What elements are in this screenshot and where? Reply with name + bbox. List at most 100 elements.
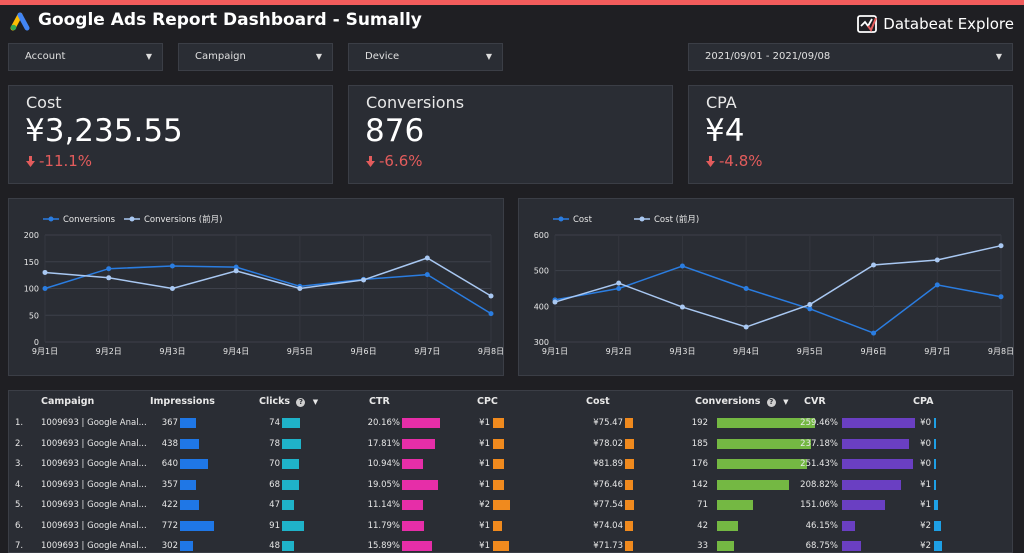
table-row[interactable]: 5. 1009693 | Google Anal... 422 47 11.14% ¥2 ¥… [9,495,1012,515]
clicks-bar [282,541,294,551]
campaign-filter[interactable]: Campaign ▼ [178,43,333,71]
legend-label: Conversions [63,215,116,225]
table-row[interactable]: 1. 1009693 | Google Anal... 367 74 20.16% ¥1 ¥… [9,413,1012,433]
conversions-bar [717,438,811,449]
table-row[interactable]: 2. 1009693 | Google Anal... 438 78 17.81% ¥1 ¥… [9,434,1012,454]
x-tick-label: 9月7日 [924,347,950,356]
cpc-value: ¥1 [479,479,490,490]
ctr-value: 20.16% [367,418,400,428]
column-header-clicks[interactable]: Clicks ? ▼ [259,396,318,407]
table-row[interactable]: 3. 1009693 | Google Anal... 640 70 10.94% ¥1 ¥… [9,454,1012,474]
column-header-cvr[interactable]: CVR [804,396,826,407]
column-header-conversions[interactable]: Conversions ? ▼ [695,396,788,407]
account-filter[interactable]: Account ▼ [8,43,163,71]
column-header-ctr[interactable]: CTR [369,396,390,407]
date-range-value: 2021/09/01 - 2021/09/08 [705,51,831,62]
legend-marker [48,216,54,222]
clicks-bar [282,438,301,449]
cpc-bar [493,541,509,551]
cpa-bar [934,418,936,428]
series-line [554,244,1002,328]
campaign-name[interactable]: 1009693 | Google Anal... [41,438,147,449]
column-header-cpa[interactable]: CPA [913,396,934,407]
legend-label: Cost (前月) [654,214,699,225]
kpi-card-conversions: Conversions 876 -6.6% [348,85,673,184]
column-header-impressions[interactable]: Impressions [150,396,215,407]
conversions-value: 142 [691,479,708,490]
ctr-bar [402,479,438,490]
cpa-value: ¥1 [920,500,931,510]
cvr-bar [842,520,855,531]
cost-value: ¥81.89 [593,459,623,469]
ctr-value: 15.89% [367,541,400,551]
table-row[interactable]: 7. 1009693 | Google Anal... 302 48 15.89% ¥1 ¥… [9,536,1012,552]
cost-value: ¥78.02 [593,438,623,449]
sort-down-icon[interactable]: ▼ [312,398,319,406]
y-tick-label: 600 [534,231,549,240]
data-point [106,275,112,281]
campaign-name[interactable]: 1009693 | Google Anal... [41,541,147,551]
row-rank: 5. [15,500,24,510]
impressions-bar [180,541,193,551]
date-range-picker[interactable]: 2021/09/01 - 2021/09/08 ▼ [688,43,1013,71]
y-tick-label: 200 [24,231,39,240]
sort-down-icon[interactable]: ▼ [783,398,789,406]
impressions-bar [180,438,199,449]
cost-value: ¥76.46 [593,479,623,490]
help-icon[interactable]: ? [296,398,306,407]
y-tick-label: 400 [534,302,549,311]
x-tick-label: 9月5日 [287,347,313,356]
campaign-name[interactable]: 1009693 | Google Anal... [41,418,147,428]
campaign-name[interactable]: 1009693 | Google Anal... [41,479,147,490]
cpa-value: ¥1 [920,479,931,490]
data-point [424,272,430,278]
campaign-name[interactable]: 1009693 | Google Anal... [41,500,147,510]
cost-bar [625,438,634,449]
impressions-bar [180,459,208,469]
cost-line-chart: Cost Cost (前月) 300 400 500 600 9月1日 9月2日 9月3日 9月4… [534,214,1014,356]
kpi-card-cpa: CPA ¥4 -4.8% [688,85,1013,184]
caret-down-icon: ▼ [995,52,1002,61]
table-row[interactable]: 6. 1009693 | Google Anal... 772 91 11.79% ¥1 ¥… [9,516,1012,536]
cpa-value: ¥2 [920,541,931,551]
kpi-delta-value: -11.1% [39,152,93,170]
device-filter[interactable]: Device ▼ [348,43,503,71]
data-point [488,293,494,299]
impressions-bar [180,418,196,428]
clicks-value: 48 [269,541,280,551]
cvr-value: 208.82% [800,479,838,490]
column-header-cpc[interactable]: CPC [477,396,498,407]
clicks-bar [282,520,304,531]
conversions-chart-panel: Conversions Conversions (前月) 0 50 100 150 200 9… [8,198,504,376]
x-tick-label: 9月2日 [96,347,122,356]
kpi-value: ¥4 [705,113,745,149]
conversions-bar [717,459,807,469]
cost-value: ¥74.04 [593,520,623,531]
caret-down-icon: ▼ [485,52,492,61]
column-header-campaign[interactable]: Campaign [41,396,95,407]
cvr-value: 251.43% [800,459,838,469]
impressions-value: 367 [161,418,178,428]
impressions-bar [180,520,214,531]
data-point [998,243,1004,249]
table-row[interactable]: 4. 1009693 | Google Anal... 357 68 19.05% ¥1 ¥… [9,475,1012,495]
impressions-value: 772 [161,520,178,531]
row-rank: 7. [15,541,24,551]
campaign-name[interactable]: 1009693 | Google Anal... [41,459,147,469]
cpc-value: ¥1 [479,541,490,551]
cpc-bar [493,520,502,531]
x-tick-label: 9月8日 [988,347,1014,356]
cpc-bar [493,459,504,469]
cvr-value: 259.46% [800,418,838,428]
y-tick-label: 100 [24,285,39,294]
campaign-name[interactable]: 1009693 | Google Anal... [41,520,147,531]
help-icon[interactable]: ? [766,398,776,407]
x-tick-label: 9月5日 [797,347,823,356]
kpi-delta: -4.8% [706,152,763,170]
caret-down-icon: ▼ [145,52,152,61]
data-point [679,263,685,269]
column-header-clicks-label: Clicks [259,396,291,407]
legend-marker [129,216,135,222]
ctr-bar [402,541,432,551]
column-header-cost[interactable]: Cost [586,396,610,407]
